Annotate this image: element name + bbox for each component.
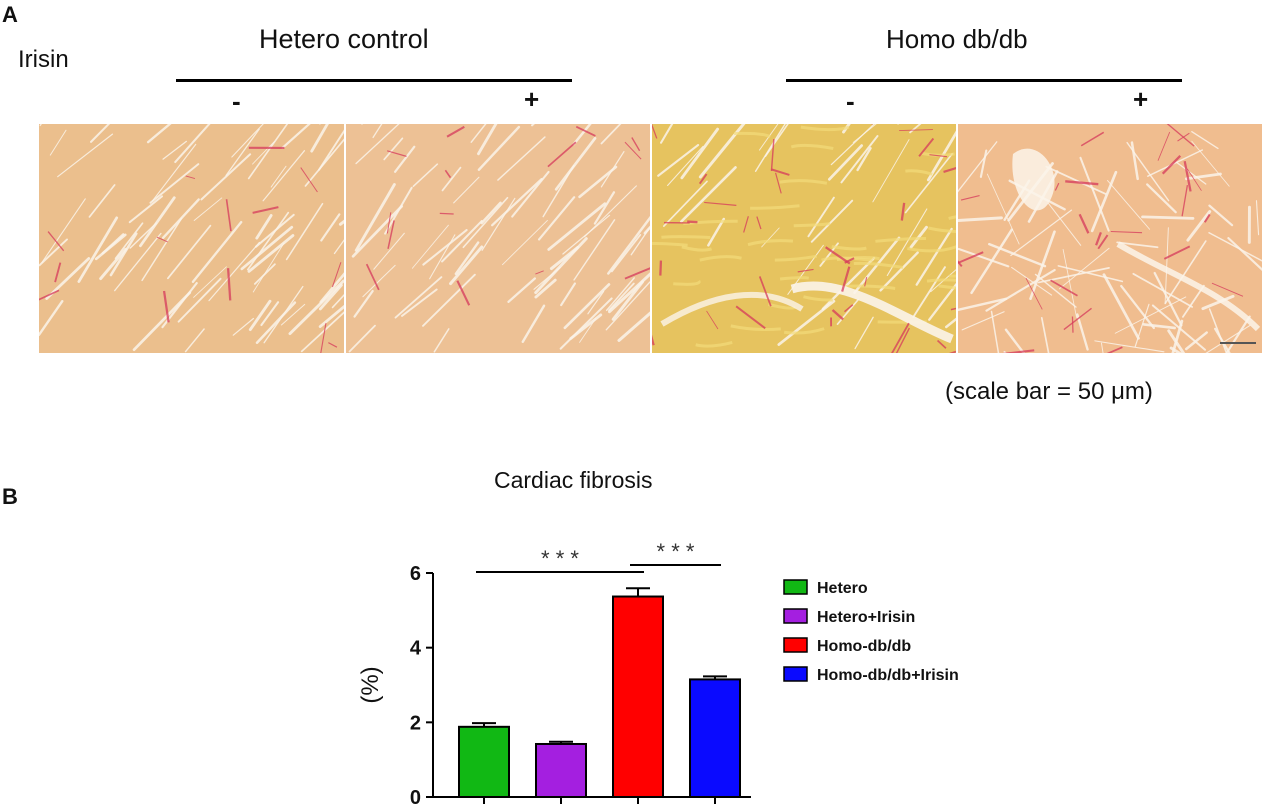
bar-homo-db-db (612, 595, 664, 799)
legend-swatch (783, 666, 808, 682)
legend-label: Hetero+Irisin (817, 609, 915, 626)
micrograph-strip (33, 72, 1265, 400)
scale-bar-caption: (scale bar = 50 μm) (945, 378, 1153, 405)
significance-stars: * * * (657, 539, 695, 564)
group-title-hetero: Hetero control (259, 24, 429, 54)
group-line-homo (786, 79, 1182, 82)
panel-a-label: A (2, 2, 18, 27)
irisin-plus-hetero: + (524, 84, 540, 114)
irisin-minus-hetero: - (232, 86, 241, 116)
y-tick-label: 6 (410, 563, 421, 585)
bar-hetero-irisin (535, 742, 587, 799)
legend-swatch (783, 637, 808, 653)
bar-hetero (458, 725, 510, 799)
legend-label: Homo-db/db+Irisin (817, 667, 959, 684)
irisin-plus-homo: + (1133, 84, 1149, 114)
micrograph-hetero-minus (33, 84, 383, 360)
legend-swatch (783, 579, 808, 595)
group-line-hetero (176, 79, 572, 82)
panel-b-label: B (2, 484, 18, 509)
y-tick-label: 0 (410, 787, 421, 805)
micrograph-homo-minus (644, 72, 1003, 360)
y-tick-label: 2 (410, 712, 421, 734)
legend-swatch (783, 608, 808, 624)
significance-stars: * * * (541, 546, 579, 571)
micrograph-homo-plus (935, 122, 1265, 400)
irisin-minus-homo: - (846, 86, 855, 116)
legend-label: Homo-db/db (817, 638, 911, 655)
bar-homo-db-db-irisin (689, 678, 741, 799)
group-title-homo: Homo db/db (886, 24, 1028, 54)
y-tick-label: 4 (410, 638, 422, 660)
micrograph-hetero-plus (346, 78, 674, 353)
legend-label: Hetero (817, 580, 868, 597)
y-axis-label: (%) (357, 666, 384, 703)
irisin-row-label: Irisin (18, 46, 69, 73)
chart-title: Cardiac fibrosis (494, 467, 653, 493)
